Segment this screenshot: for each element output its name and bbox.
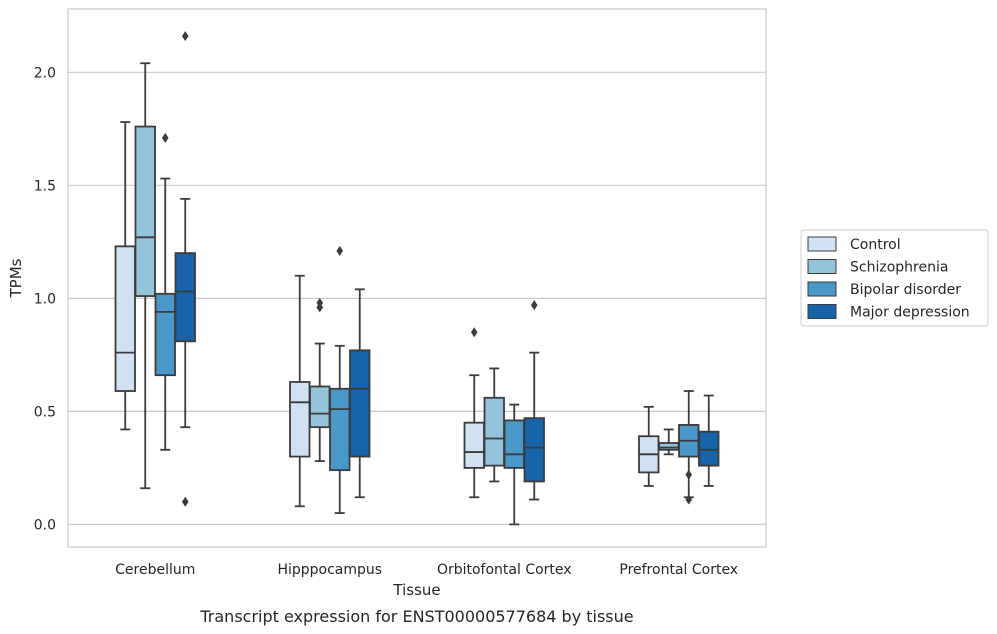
plot-frame: [67, 8, 767, 548]
y-tick-label: 1.0: [34, 291, 56, 307]
x-tick-label: Orbitofontal Cortex: [437, 562, 572, 578]
y-tick-label: 0.0: [34, 517, 56, 533]
box-iqr: [483, 396, 505, 467]
box-major-depression: [174, 31, 196, 507]
box-iqr: [349, 349, 371, 458]
legend: Control Schizophrenia Bipolar disorder Majo…: [800, 229, 989, 327]
outlier-point: [316, 297, 324, 308]
box-iqr: [503, 419, 525, 469]
boxes: [114, 31, 720, 526]
box-control: [289, 274, 311, 508]
x-tick-labels: Cerebellum Hipppocampus Orbitofontal Corte…: [115, 562, 738, 578]
y-tick-label: 1.5: [34, 178, 56, 194]
box-schizophrenia: [134, 62, 156, 490]
box-iqr: [658, 442, 680, 451]
box-iqr: [309, 385, 331, 429]
box-iqr: [154, 292, 176, 377]
box-major-depression: [349, 288, 371, 499]
box-schizophrenia: [309, 297, 331, 463]
legend-label: Control: [850, 237, 901, 253]
legend-label: Bipolar disorder: [850, 282, 961, 298]
legend-label: Major depression: [850, 305, 970, 321]
outlier-point: [336, 245, 344, 256]
y-tick-label: 2.0: [34, 65, 56, 81]
box-schizophrenia: [483, 367, 505, 483]
box-bipolar-disorder: [154, 132, 176, 451]
x-tick-label: Cerebellum: [115, 562, 195, 578]
outlier-point: [530, 300, 538, 311]
chart-caption: Transcript expression for ENST0000057768…: [199, 607, 633, 626]
legend-swatch: [807, 236, 837, 252]
box-iqr: [523, 417, 545, 483]
outlier-point: [181, 496, 189, 507]
x-tick-label: Prefrontal Cortex: [619, 562, 738, 578]
box-iqr: [329, 387, 351, 472]
box-iqr: [289, 381, 311, 458]
box-iqr: [463, 421, 485, 469]
x-axis-label: Tissue: [392, 581, 440, 599]
legend-swatch: [807, 259, 837, 274]
box-iqr: [174, 252, 196, 343]
outlier-point: [685, 469, 693, 480]
y-tick-labels: 0.0 0.5 1.0 1.5 2.0: [34, 65, 56, 533]
outlier-point: [470, 327, 478, 338]
box-iqr: [698, 430, 720, 467]
box-schizophrenia: [658, 428, 680, 456]
legend-label: Schizophrenia: [850, 260, 948, 276]
box-bipolar-disorder: [329, 245, 351, 514]
box-control: [638, 405, 660, 487]
box-major-depression: [698, 394, 720, 487]
box-bipolar-disorder: [678, 390, 700, 505]
box-iqr: [114, 245, 136, 392]
box-major-depression: [523, 300, 545, 501]
outlier-point: [181, 31, 189, 42]
legend-swatch: [807, 304, 837, 319]
box-control: [463, 327, 485, 499]
box-iqr: [134, 125, 156, 297]
y-axis-label: TPMs: [7, 258, 25, 298]
legend-frame: [800, 229, 989, 327]
y-tick-label: 0.5: [34, 404, 56, 420]
x-tick-label: Hipppocampus: [277, 562, 382, 578]
legend-swatch: [807, 281, 837, 297]
outlier-point: [161, 132, 169, 143]
box-bipolar-disorder: [503, 403, 525, 526]
box-control: [114, 121, 136, 431]
outlier-point: [685, 494, 693, 505]
